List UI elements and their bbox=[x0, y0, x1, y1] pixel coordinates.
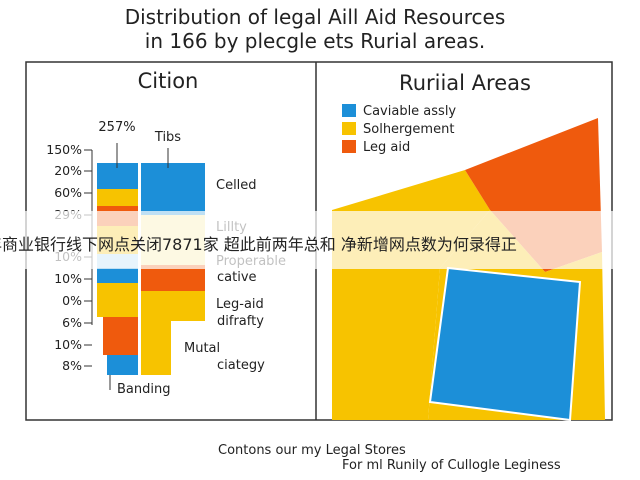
legend-swatch bbox=[342, 122, 356, 135]
title-line: in 166 by plecgle ets Rurial areas. bbox=[145, 29, 485, 53]
side-label: Mutal bbox=[184, 341, 220, 356]
axis-label: 20% bbox=[54, 163, 82, 178]
legend-swatch bbox=[342, 140, 356, 153]
footer-line: Contons our my Legal Stores bbox=[218, 443, 406, 458]
top-label: 257% bbox=[98, 120, 135, 135]
side-label: ciategy bbox=[217, 358, 265, 373]
legend-swatch bbox=[342, 104, 356, 117]
overlay-text: 年商业银行线下网点关闭7871家 超此前两年总和 净新增网点数为何录得正 bbox=[0, 235, 517, 254]
overlay-banner: 年商业银行线下网点关闭7871家 超此前两年总和 净新增网点数为何录得正 bbox=[0, 211, 640, 269]
axis-label: 6% bbox=[62, 315, 82, 330]
legend-label: Leg aid bbox=[363, 140, 410, 155]
legend-label: Caviable assly bbox=[363, 104, 456, 119]
axis-label: 10% bbox=[54, 337, 82, 352]
axis-label: 150% bbox=[46, 142, 82, 157]
axis-label: 60% bbox=[54, 185, 82, 200]
side-label: cative bbox=[217, 270, 257, 285]
axis-label: 8% bbox=[62, 358, 82, 373]
top-label: Tibs bbox=[154, 130, 181, 145]
panel-title: Ruriial Areas bbox=[399, 71, 531, 95]
side-label: Leg-aid bbox=[216, 297, 264, 312]
axis-label: 10% bbox=[54, 271, 82, 286]
region bbox=[428, 266, 582, 422]
side-label: Celled bbox=[216, 178, 257, 193]
footer-line: For ml Runily of Cullogle Leginess bbox=[342, 458, 561, 473]
title-line: Distribution of legal Aill Aid Resources bbox=[125, 5, 506, 29]
axis-label: 0% bbox=[62, 293, 82, 308]
panel-title: Cition bbox=[138, 69, 199, 93]
legend-label: Solhergement bbox=[363, 122, 454, 137]
side-label: difrafty bbox=[217, 314, 264, 329]
bottom-label: Banding bbox=[117, 382, 170, 397]
